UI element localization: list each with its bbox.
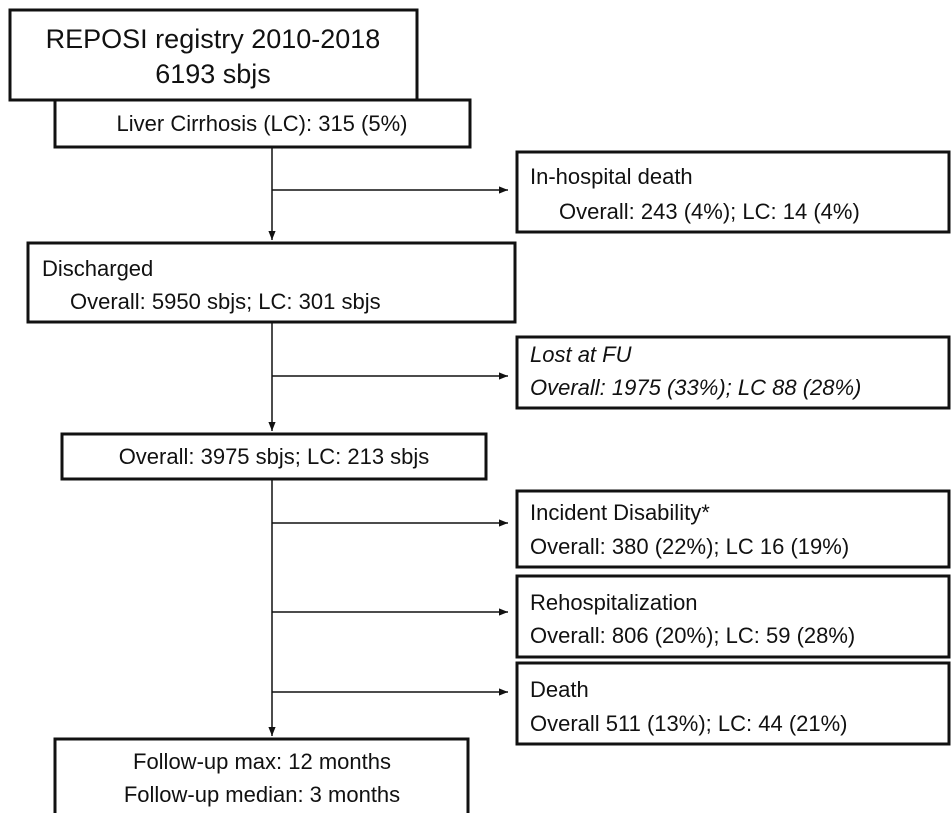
- followup-cohort-box: [60, 432, 488, 481]
- box-text: Liver Cirrhosis (LC): 315 (5%): [117, 111, 408, 136]
- box-text: 6193 sbjs: [155, 59, 271, 89]
- rehospitalization-box: [515, 574, 951, 659]
- followup-box: [53, 737, 470, 813]
- box-text: Overall: 806 (20%); LC: 59 (28%): [530, 623, 855, 648]
- box-text: Discharged: [42, 256, 153, 281]
- box-text: Overall: 5950 sbjs; LC: 301 sbjs: [70, 289, 381, 314]
- box-text: In-hospital death: [530, 164, 693, 189]
- box-text: Lost at FU: [530, 342, 632, 367]
- disability-box: [515, 489, 951, 569]
- discharged-box: [26, 241, 517, 324]
- box-text: Overall: 380 (22%); LC 16 (19%): [530, 534, 849, 559]
- box-text: Follow-up median: 3 months: [124, 782, 400, 807]
- box-text: Rehospitalization: [530, 590, 698, 615]
- box-text: REPOSI registry 2010-2018: [46, 24, 381, 54]
- death-box: [515, 661, 951, 746]
- registry-box: [8, 8, 419, 102]
- box-text: Overall: 243 (4%); LC: 14 (4%): [559, 199, 860, 224]
- box-text: Overall: 3975 sbjs; LC: 213 sbjs: [119, 444, 430, 469]
- in-hospital-box: [515, 150, 951, 234]
- box-text: Follow-up max: 12 months: [133, 749, 391, 774]
- box-text: Overall 511 (13%); LC: 44 (21%): [530, 711, 848, 736]
- box-text: Death: [530, 677, 589, 702]
- box-text: Overall: 1975 (33%); LC 88 (28%): [530, 375, 861, 400]
- box-text: Incident Disability*: [530, 500, 710, 525]
- lost-box: [515, 335, 951, 410]
- lc-box: [53, 98, 472, 149]
